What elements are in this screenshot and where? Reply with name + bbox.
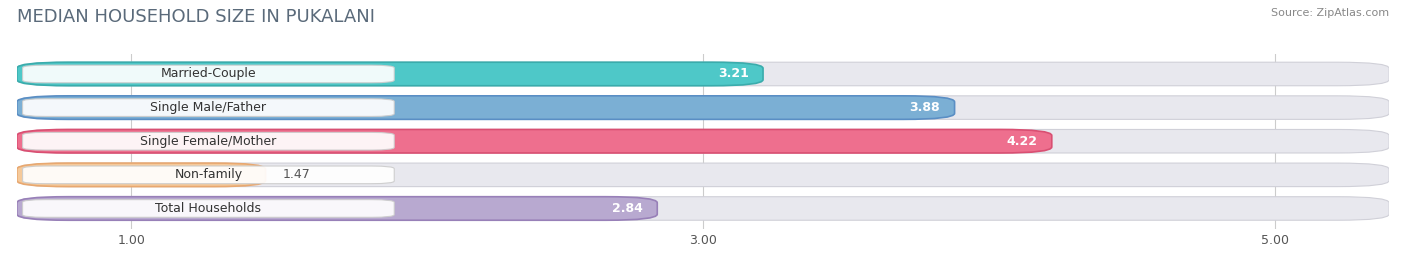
FancyBboxPatch shape bbox=[17, 197, 1389, 220]
Text: Total Households: Total Households bbox=[156, 202, 262, 215]
Text: Single Male/Father: Single Male/Father bbox=[150, 101, 266, 114]
FancyBboxPatch shape bbox=[22, 65, 394, 83]
Text: Source: ZipAtlas.com: Source: ZipAtlas.com bbox=[1271, 8, 1389, 18]
Text: Non-family: Non-family bbox=[174, 168, 242, 181]
Text: Married-Couple: Married-Couple bbox=[160, 68, 256, 80]
FancyBboxPatch shape bbox=[22, 132, 394, 150]
FancyBboxPatch shape bbox=[17, 62, 1389, 86]
Text: 3.21: 3.21 bbox=[718, 68, 749, 80]
FancyBboxPatch shape bbox=[17, 129, 1389, 153]
FancyBboxPatch shape bbox=[17, 197, 657, 220]
Text: MEDIAN HOUSEHOLD SIZE IN PUKALANI: MEDIAN HOUSEHOLD SIZE IN PUKALANI bbox=[17, 8, 375, 26]
FancyBboxPatch shape bbox=[17, 62, 763, 86]
FancyBboxPatch shape bbox=[17, 163, 1389, 187]
FancyBboxPatch shape bbox=[22, 99, 394, 116]
FancyBboxPatch shape bbox=[17, 163, 266, 187]
FancyBboxPatch shape bbox=[22, 166, 394, 184]
FancyBboxPatch shape bbox=[17, 129, 1052, 153]
FancyBboxPatch shape bbox=[17, 96, 955, 119]
Text: 2.84: 2.84 bbox=[612, 202, 643, 215]
Text: 1.47: 1.47 bbox=[283, 168, 311, 181]
Text: 4.22: 4.22 bbox=[1007, 135, 1038, 148]
Text: Single Female/Mother: Single Female/Mother bbox=[141, 135, 277, 148]
Text: 3.88: 3.88 bbox=[910, 101, 941, 114]
FancyBboxPatch shape bbox=[22, 200, 394, 217]
FancyBboxPatch shape bbox=[17, 96, 1389, 119]
